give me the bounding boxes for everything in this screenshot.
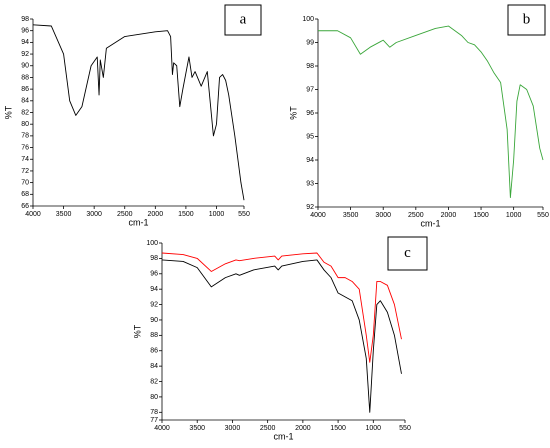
y-tick-label: 92	[306, 204, 314, 211]
y-tick-label: 100	[302, 16, 314, 23]
y-tick-label: 99	[306, 39, 314, 46]
x-tick-label: 3000	[86, 211, 102, 218]
x-axis-label: cm-1	[421, 218, 441, 228]
y-tick-label: 80	[150, 394, 158, 401]
spectrum-line	[161, 259, 402, 413]
x-tick-label: 3500	[189, 425, 205, 432]
y-tick-label: 76	[21, 144, 29, 151]
panel-label: b	[523, 11, 531, 27]
y-axis-label: %T	[132, 324, 142, 338]
x-tick-label: 2000	[441, 212, 457, 219]
x-tick-label: 2500	[117, 211, 133, 218]
y-tick-label: 84	[21, 98, 29, 105]
x-tick-label: 3000	[225, 425, 241, 432]
spectrum-line	[318, 25, 544, 199]
spectrum-line	[32, 24, 245, 201]
y-tick-label: 96	[150, 271, 158, 278]
x-tick-label: 1000	[366, 425, 382, 432]
y-tick-label: 70	[21, 179, 29, 186]
y-tick-label: 98	[150, 255, 158, 262]
y-tick-label: 84	[150, 363, 158, 370]
x-tick-label: 4000	[154, 425, 170, 432]
y-axis-label: %T	[3, 105, 13, 119]
y-tick-label: 86	[150, 348, 158, 355]
y-tick-label: 88	[21, 74, 29, 81]
x-tick-label: 4000	[310, 212, 326, 219]
x-tick-label: 2000	[295, 425, 311, 432]
y-tick-label: 86	[21, 86, 29, 93]
x-tick-label: 2500	[260, 425, 276, 432]
y-tick-label: 96	[21, 28, 29, 35]
y-tick-label: 78	[21, 133, 29, 140]
panel-label: a	[240, 11, 247, 27]
y-tick-label: 88	[150, 332, 158, 339]
x-tick-label: 550	[399, 425, 411, 432]
y-tick-label: 94	[150, 286, 158, 293]
y-tick-label: 94	[306, 157, 314, 164]
x-tick-label: 3000	[375, 212, 391, 219]
y-tick-label: 82	[21, 109, 29, 116]
spectrum-line	[161, 252, 402, 363]
y-tick-label: 72	[21, 168, 29, 175]
y-tick-label: 77	[150, 417, 158, 424]
x-tick-label: 1000	[209, 211, 225, 218]
y-tick-label: 98	[21, 16, 29, 23]
y-tick-label: 95	[306, 133, 314, 140]
y-tick-label: 80	[21, 121, 29, 128]
panel-label-box	[387, 236, 428, 271]
y-tick-label: 92	[150, 301, 158, 308]
y-tick-label: 96	[306, 110, 314, 117]
x-axis-label: cm-1	[129, 217, 149, 227]
y-tick-label: 94	[21, 39, 29, 46]
y-tick-label: 68	[21, 191, 29, 198]
y-tick-label: 90	[21, 63, 29, 70]
x-tick-label: 1500	[178, 211, 194, 218]
y-tick-label: 90	[150, 317, 158, 324]
y-tick-label: 93	[306, 180, 314, 187]
x-tick-label: 3500	[343, 212, 359, 219]
y-tick-label: 82	[150, 378, 158, 385]
x-tick-label: 550	[537, 212, 549, 219]
x-tick-label: 3500	[56, 211, 72, 218]
y-tick-label: 74	[21, 156, 29, 163]
x-tick-label: 1500	[473, 212, 489, 219]
y-axis-label: %T	[288, 106, 298, 120]
x-tick-label: 4000	[25, 211, 41, 218]
panel-label-box	[224, 4, 262, 36]
x-tick-label: 1500	[330, 425, 346, 432]
y-tick-label: 100	[146, 240, 158, 247]
panel-label: c	[404, 245, 411, 261]
x-axis-label: cm-1	[274, 431, 294, 441]
x-tick-label: 1000	[506, 212, 522, 219]
y-tick-label: 92	[21, 51, 29, 58]
y-tick-label: 97	[306, 86, 314, 93]
x-tick-label: 2000	[148, 211, 164, 218]
x-tick-label: 2500	[408, 212, 424, 219]
panel-label-box	[507, 4, 546, 36]
y-tick-label: 66	[21, 203, 29, 210]
y-tick-label: 78	[150, 409, 158, 416]
x-tick-label: 550	[238, 211, 250, 218]
y-tick-label: 98	[306, 63, 314, 70]
